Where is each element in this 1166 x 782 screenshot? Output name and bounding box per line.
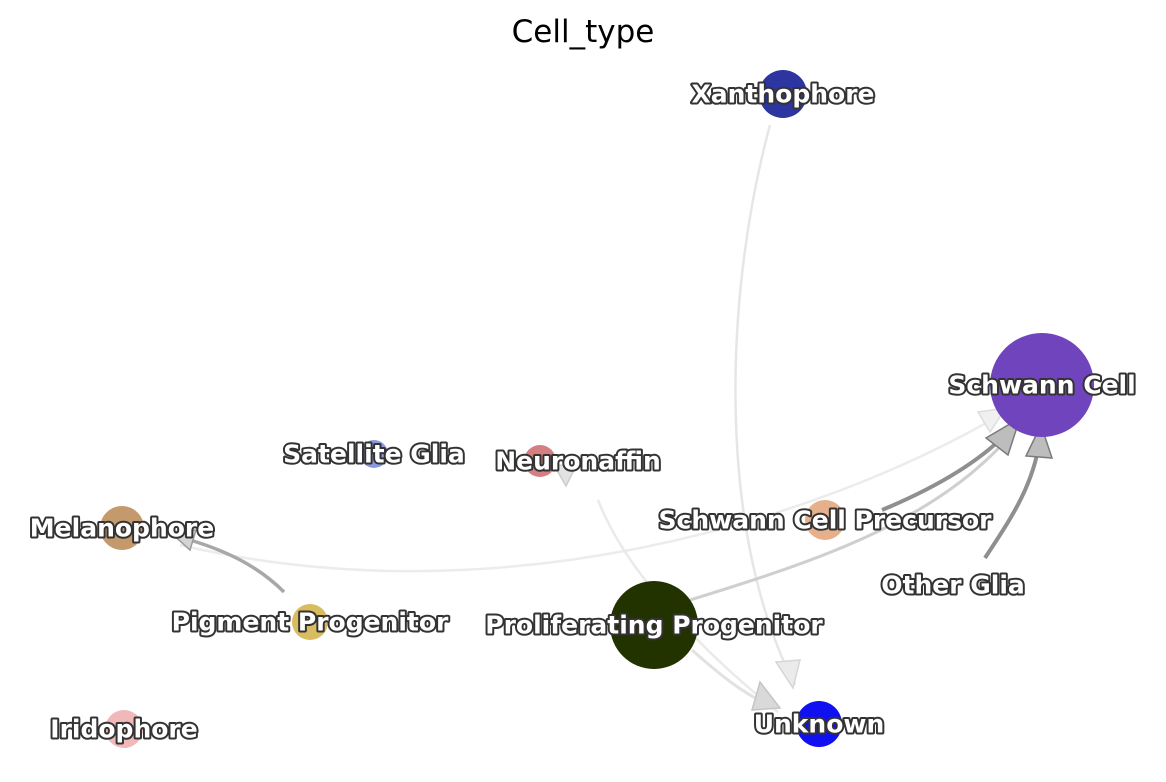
edge-proliferating-to-schwann-cell	[689, 429, 1017, 602]
label-melanophore: Melanophore	[30, 514, 214, 543]
node-melanophore[interactable]	[100, 506, 144, 550]
nodes	[100, 70, 1094, 748]
label-iridophore: Iridophore	[50, 715, 197, 744]
arrow-edge-pigment-progenitor-to-melanophore	[168, 529, 198, 552]
label-unknown: Unknown	[754, 710, 885, 739]
node-unknown[interactable]	[796, 701, 842, 747]
node-pigment-progenitor[interactable]	[292, 604, 328, 640]
arrow-edge-proliferating-to-unknown	[750, 680, 782, 711]
node-proliferating-progenitor[interactable]	[610, 581, 698, 669]
node-neuronaffin[interactable]	[524, 445, 556, 477]
node-schwann-cell-precursor[interactable]	[805, 500, 845, 540]
label-xanthophore: Xanthophore	[691, 80, 874, 109]
label-schwann-cell-precursor: Schwann Cell Precursor	[659, 506, 993, 535]
label-proliferating-progenitor: Proliferating Progenitor	[485, 611, 823, 640]
label-other-glia: Other Glia	[881, 571, 1025, 600]
graph-title: Cell_type	[511, 14, 655, 50]
node-xanthophore[interactable]	[759, 70, 807, 118]
label-neuronaffin: Neuronaffin	[495, 447, 661, 476]
edges	[168, 124, 1054, 713]
labels: Xanthophore Schwann Cell Satellite Glia …	[28, 78, 1138, 746]
edge-xanthophore-to-unknown	[734, 124, 797, 686]
arrow-edge-other-glia-to-schwann-cell	[1024, 423, 1054, 459]
edge-other-glia-to-schwann-cell	[983, 449, 1040, 560]
label-satellite-glia: Satellite Glia	[283, 440, 465, 469]
label-schwann-cell: Schwann Cell	[948, 371, 1135, 400]
edge-precursor-to-schwann-cell	[881, 433, 1007, 512]
node-iridophore[interactable]	[105, 710, 143, 748]
node-schwann-cell[interactable]	[990, 333, 1094, 437]
arrow-edge-precursor-to-schwann-cell	[984, 416, 1022, 457]
node-satellite-glia[interactable]	[360, 440, 388, 468]
arrow-edge-neuronaffin-to-unknown	[552, 464, 578, 488]
edge-pigment-progenitor-to-melanophore	[189, 538, 286, 594]
edge-melanophore-to-schwann-cell	[179, 413, 1001, 573]
arrow-edge-xanthophore-to-unknown	[774, 659, 801, 690]
node-other-glia[interactable]	[951, 583, 955, 587]
label-pigment-progenitor: Pigment Progenitor	[172, 608, 449, 637]
